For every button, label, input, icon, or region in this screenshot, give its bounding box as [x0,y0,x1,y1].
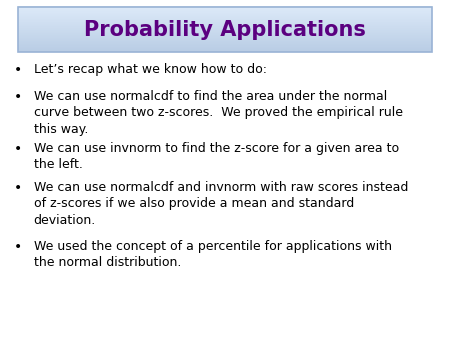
Bar [18,51,432,52]
Text: •: • [14,240,22,254]
Bar [18,19,432,21]
Bar [18,27,432,28]
Bar [18,42,432,43]
Bar [18,39,432,40]
Bar [18,24,432,25]
Bar [18,51,432,52]
Text: Probability Applications: Probability Applications [84,20,366,40]
Bar [18,34,432,35]
Bar [18,46,432,47]
Text: •: • [14,142,22,156]
Bar [18,43,432,44]
Bar [18,7,432,8]
Bar [18,17,432,18]
Text: •: • [14,63,22,76]
Text: We can use invnorm to find the z-score for a given area to
the left.: We can use invnorm to find the z-score f… [34,142,399,171]
Bar [18,25,432,26]
Bar [18,47,432,48]
Bar [18,41,432,42]
Bar [18,25,432,27]
Bar [18,50,432,51]
Bar [18,37,432,38]
Bar [18,29,432,30]
Bar [18,16,432,17]
Bar [18,13,432,14]
Bar [18,33,432,34]
Bar [18,18,432,19]
Bar [18,28,432,30]
Bar [18,13,432,15]
Bar [18,44,432,45]
Bar [18,21,432,22]
Bar [18,22,432,24]
Text: Let’s recap what we know how to do:: Let’s recap what we know how to do: [34,63,267,75]
Bar [18,19,432,20]
Bar [18,7,432,52]
Text: •: • [14,181,22,195]
Bar [18,48,432,49]
Bar [18,26,432,27]
Bar [18,9,432,10]
Bar [18,34,432,36]
Bar [18,11,432,12]
Bar [18,28,432,29]
Bar [18,35,432,37]
Text: •: • [14,90,22,103]
Bar [18,45,432,46]
Bar [18,22,432,23]
Bar [18,20,432,21]
Bar [18,6,432,7]
Bar [18,16,432,17]
Bar [18,14,432,15]
Text: We can use normalcdf to find the area under the normal
curve between two z-score: We can use normalcdf to find the area un… [34,90,403,136]
Bar [18,48,432,49]
Bar [18,38,432,39]
Text: We used the concept of a percentile for applications with
the normal distributio: We used the concept of a percentile for … [34,240,392,269]
Bar [18,8,432,9]
Text: We can use normalcdf and invnorm with raw scores instead
of z-scores if we also : We can use normalcdf and invnorm with ra… [34,181,408,227]
Bar [18,10,432,11]
Bar [18,30,432,31]
Bar [18,15,432,16]
Bar [18,31,432,33]
Bar [18,32,432,33]
Bar [18,45,432,46]
Bar [18,31,432,32]
Bar [18,49,432,50]
Bar [18,39,432,40]
Bar [18,9,432,10]
Bar [18,12,432,13]
Bar [18,42,432,43]
Bar [18,40,432,41]
Bar [18,36,432,37]
Bar [18,23,432,24]
